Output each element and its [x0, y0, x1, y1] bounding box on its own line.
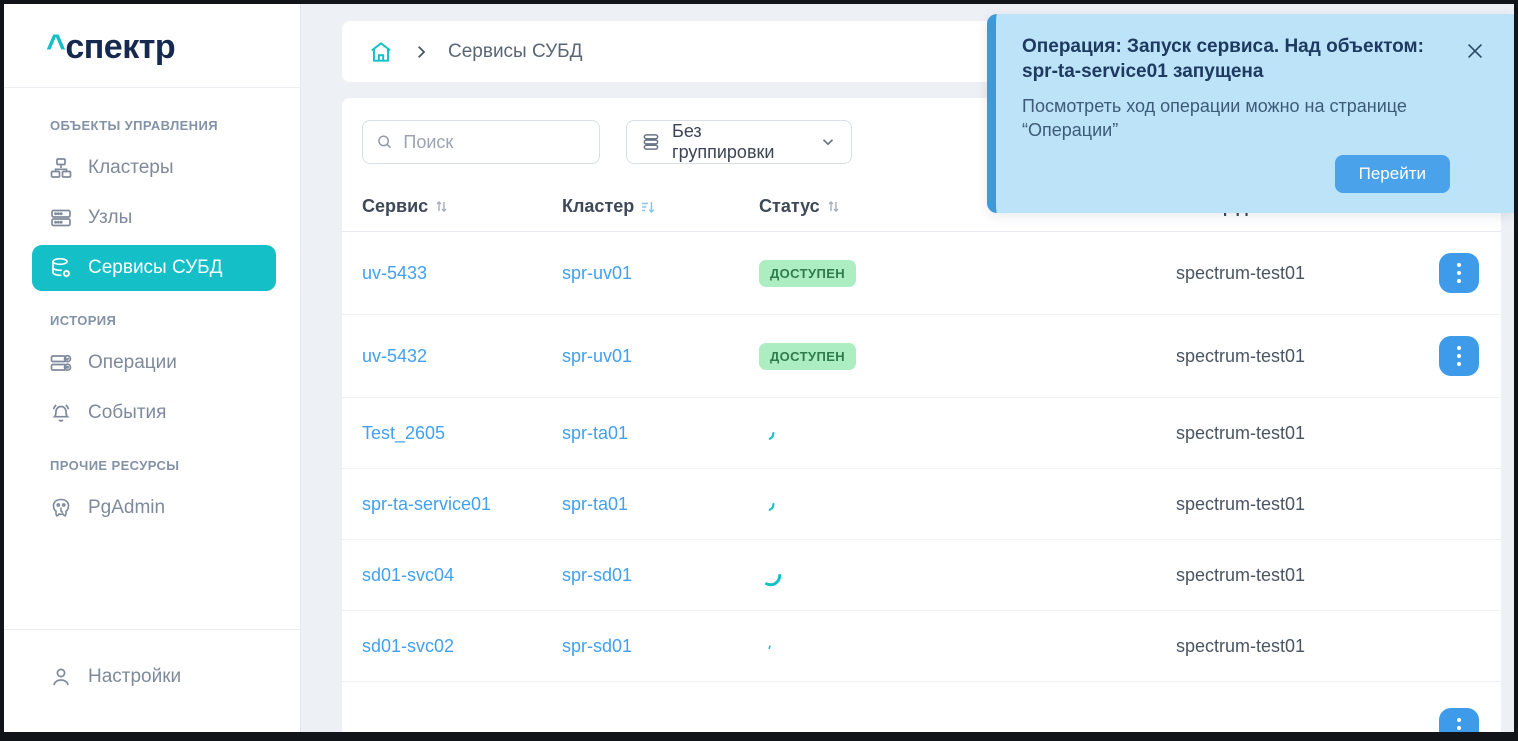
site-value: spectrum-test01	[1176, 262, 1306, 283]
toast-title: Операция: Запуск сервиса. Над объектом: …	[1022, 36, 1424, 83]
loading-spinner-icon	[759, 425, 775, 441]
search-input[interactable]	[403, 131, 586, 153]
service-link[interactable]: spr-ta-service01	[362, 493, 492, 514]
home-icon[interactable]	[368, 39, 394, 65]
sort-icon[interactable]	[435, 199, 448, 214]
site-value: spectrum-test01	[1176, 493, 1306, 514]
sidebar: ^спектр ОБЪЕКТЫ УПРАВЛЕНИЯ Кластеры Узлы…	[4, 4, 301, 732]
toast-notification: Операция: Запуск сервиса. Над объектом: …	[987, 14, 1514, 213]
cluster-link[interactable]: spr-sd01	[562, 564, 633, 585]
events-icon	[52, 404, 70, 422]
cluster-link[interactable]: spr-uv01	[562, 262, 633, 283]
sidebar-item-label: PgAdmin	[88, 497, 166, 518]
column-header-service[interactable]: Сервис	[362, 196, 562, 217]
status-badge: ДОСТУПЕН	[759, 342, 857, 370]
search-box[interactable]	[362, 120, 600, 164]
row-menu-button[interactable]	[1439, 708, 1479, 732]
chevron-right-icon	[412, 43, 430, 61]
chevron-down-icon	[822, 139, 834, 146]
logo-caret: ^	[46, 28, 66, 66]
nav-section-other: ПРОЧИЕ РЕСУРСЫ	[50, 458, 180, 473]
sort-active-icon[interactable]	[641, 200, 655, 214]
site-value: spectrum-test01	[1176, 345, 1306, 366]
clusters-icon	[50, 158, 72, 178]
table-row: sd01-svc04 spr-sd01 spectrum-test01	[342, 540, 1501, 611]
logo-text: спектр	[65, 28, 176, 66]
operations-icon	[50, 354, 72, 372]
service-link[interactable]: sd01-svc02	[362, 635, 455, 656]
sidebar-item-pgadmin[interactable]: PgAdmin	[32, 485, 276, 531]
grouping-select[interactable]: Без группировки	[626, 120, 852, 164]
loading-spinner-icon	[759, 496, 775, 512]
column-header-status[interactable]: Статус	[759, 196, 1176, 217]
table-row-partial	[342, 682, 1501, 732]
kebab-icon	[1457, 263, 1461, 267]
sidebar-item-db-services[interactable]: Сервисы СУБД	[32, 245, 276, 291]
kebab-icon	[1457, 346, 1461, 350]
pgadmin-icon	[52, 498, 70, 517]
sidebar-item-nodes[interactable]: Узлы	[32, 195, 276, 241]
cluster-link[interactable]: spr-uv01	[562, 345, 633, 366]
loading-spinner-icon	[759, 564, 782, 586]
cluster-link[interactable]: spr-ta01	[562, 493, 629, 514]
table-row: uv-5433 spr-uv01 ДОСТУПЕН spectrum-test0…	[342, 232, 1501, 315]
breadcrumb-current: Сервисы СУБД	[448, 40, 583, 62]
nav-section-history: ИСТОРИЯ	[50, 313, 117, 328]
service-link[interactable]: Test_2605	[362, 422, 446, 443]
search-icon	[378, 135, 392, 149]
grouping-icon	[643, 134, 659, 150]
toolbar: Без группировки	[342, 98, 1501, 182]
sidebar-item-label: Узлы	[88, 207, 133, 228]
service-link[interactable]: uv-5432	[362, 345, 428, 366]
site-value: spectrum-test01	[1176, 564, 1306, 585]
toast-message: Посмотреть ход операции можно на страниц…	[1022, 96, 1407, 141]
go-to-operations-button[interactable]: Перейти	[1334, 154, 1450, 193]
sidebar-item-label: Сервисы СУБД	[88, 257, 223, 278]
sort-icon[interactable]	[827, 199, 840, 214]
sidebar-item-operations[interactable]: Операции	[32, 340, 276, 386]
cluster-link[interactable]: spr-sd01	[562, 635, 633, 656]
sidebar-item-label: События	[88, 402, 167, 423]
service-link[interactable]: uv-5433	[362, 262, 428, 283]
cluster-link[interactable]: spr-ta01	[562, 422, 629, 443]
sidebar-item-label: Операции	[88, 352, 177, 373]
row-menu-button[interactable]	[1439, 336, 1479, 376]
sidebar-item-events[interactable]: События	[32, 390, 276, 436]
sidebar-item-label: Кластеры	[88, 157, 174, 178]
status-badge: ДОСТУПЕН	[759, 259, 857, 287]
column-header-cluster[interactable]: Кластер	[562, 196, 759, 217]
site-value: spectrum-test01	[1176, 422, 1306, 443]
user-icon	[53, 668, 69, 686]
sidebar-item-settings[interactable]: Настройки	[32, 654, 276, 700]
row-menu-button[interactable]	[1439, 253, 1479, 293]
site-value: spectrum-test01	[1176, 635, 1306, 656]
nodes-icon	[51, 209, 71, 227]
table-row: sd01-svc02 spr-sd01 spectrum-test01	[342, 611, 1501, 682]
service-link[interactable]: sd01-svc04	[362, 564, 455, 585]
sidebar-footer: Настройки	[4, 629, 300, 732]
table-row: uv-5432 spr-uv01 ДОСТУПЕН spectrum-test0…	[342, 315, 1501, 398]
loading-spinner-icon	[759, 640, 771, 652]
nav-section-objects: ОБЪЕКТЫ УПРАВЛЕНИЯ	[50, 118, 218, 133]
table-row: spr-ta-service01 spr-ta01 spectrum-test0…	[342, 469, 1501, 540]
grouping-value: Без группировки	[672, 121, 775, 162]
table-row: Test_2605 spr-ta01 spectrum-test01	[342, 398, 1501, 469]
db-services-icon	[52, 257, 71, 278]
app-logo[interactable]: ^спектр	[4, 4, 300, 88]
sidebar-item-label: Настройки	[88, 666, 182, 687]
sidebar-item-clusters[interactable]: Кластеры	[32, 145, 276, 191]
sidebar-nav: ОБЪЕКТЫ УПРАВЛЕНИЯ Кластеры Узлы Сервисы…	[4, 88, 300, 531]
close-icon[interactable]	[1464, 40, 1486, 62]
